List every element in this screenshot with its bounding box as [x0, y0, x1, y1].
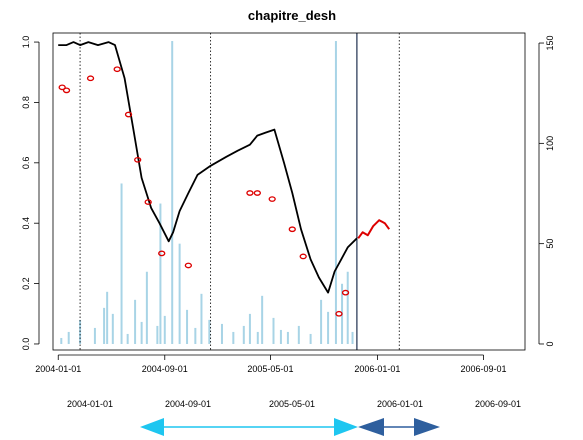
left-axis-tick-label: 0.4 — [21, 217, 31, 230]
lower-axis-tick-label: 2005-05-01 — [269, 399, 315, 409]
rain-bar — [93, 327, 96, 344]
lower-axis-tick-label: 2006-01-01 — [377, 399, 423, 409]
rain-bar — [60, 337, 63, 344]
rain-bar — [346, 271, 349, 344]
calibration-arrow-left-head — [140, 418, 164, 436]
observation-point — [184, 262, 193, 269]
rain-bar — [248, 313, 251, 344]
reference-lines — [79, 33, 400, 350]
observation-point — [134, 156, 142, 163]
observation-point — [144, 199, 152, 205]
left-axis-tick-label: 0.0 — [21, 338, 31, 351]
observation-point — [62, 87, 71, 94]
rain-bar — [186, 309, 189, 344]
lower-axis-tick-label: 2004-09-01 — [165, 399, 211, 409]
rain-bar — [279, 329, 282, 344]
rain-bar — [145, 271, 148, 344]
right-axis-tick-label: 100 — [545, 136, 555, 151]
rain-bar — [242, 325, 245, 344]
observation-point — [335, 310, 343, 317]
observation-point — [268, 196, 276, 202]
forecast-arrow-left-head — [358, 418, 384, 436]
rain-bar — [67, 331, 70, 344]
lower-axis: 2004-01-01 2004-09-01 2005-05-01 2006-01-01… — [67, 399, 521, 409]
rain-bar — [220, 323, 223, 344]
rain-bar — [134, 299, 137, 344]
rain-bar — [140, 321, 143, 344]
right-axis-tick-label: 0 — [545, 341, 555, 346]
rain-bar — [309, 333, 312, 344]
chart-title: chapitre_desh — [248, 8, 336, 23]
right-axis-tick-label: 50 — [545, 239, 555, 249]
left-axis-tick-label: 0.8 — [21, 96, 31, 109]
rain-bar — [286, 331, 289, 344]
observation-point — [341, 289, 350, 296]
rain-bar — [256, 331, 259, 344]
rain-bar — [194, 327, 197, 344]
rain-bar — [178, 243, 181, 344]
rain-bars — [60, 41, 354, 344]
rain-bar — [163, 315, 166, 344]
axes: 0.0 0.2 0.4 0.6 0.8 1.0 0 50 100 150 2004-01-01 200… — [21, 36, 555, 374]
rain-bar — [126, 333, 129, 344]
observation-point — [253, 190, 261, 196]
observation-point — [58, 84, 66, 91]
observation-point — [86, 75, 95, 82]
simulated-series-line — [58, 41, 358, 294]
plot-border — [52, 32, 526, 351]
rain-bar — [261, 295, 264, 344]
rain-bar — [156, 325, 159, 344]
observation-point — [246, 190, 254, 196]
rain-bar — [120, 183, 123, 344]
rain-bar — [106, 291, 109, 344]
observation-point — [113, 66, 121, 73]
bottom-axis-tick-label: 2005-05-01 — [247, 364, 293, 374]
rain-bar — [297, 325, 300, 344]
left-axis-tick-label: 0.6 — [21, 157, 31, 170]
rain-bar — [334, 41, 337, 344]
rain-bar — [208, 319, 211, 344]
rain-bar — [103, 307, 106, 344]
bottom-axis-tick-label: 2004-01-01 — [35, 364, 81, 374]
rain-bar — [232, 331, 235, 344]
rain-bar — [351, 331, 354, 344]
calibration-arrow-right-head — [334, 418, 358, 436]
bottom-axis-tick-label: 2004-09-01 — [142, 364, 188, 374]
lower-axis-tick-label: 2006-09-01 — [475, 399, 521, 409]
observation-point — [124, 111, 133, 118]
rain-bar — [272, 317, 275, 344]
observation-point — [288, 226, 296, 233]
rain-bar — [171, 41, 174, 344]
observation-point — [299, 253, 307, 260]
plot-frame — [52, 32, 526, 351]
rain-bar — [320, 299, 323, 344]
simulated-line — [58, 41, 358, 294]
right-axis-tick-label: 150 — [545, 36, 555, 51]
forecast-arrow-right-head — [414, 418, 440, 436]
bottom-axis-tick-label: 2006-01-01 — [354, 364, 400, 374]
rain-bar — [111, 313, 114, 344]
lower-axis-tick-label: 2004-01-01 — [67, 399, 113, 409]
bottom-axis-tick-label: 2006-09-01 — [460, 364, 506, 374]
rain-bar — [159, 203, 162, 344]
period-arrows — [140, 418, 440, 436]
left-axis-tick-label: 1.0 — [21, 36, 31, 49]
forecast-line — [357, 219, 391, 239]
rain-bar — [327, 311, 330, 344]
left-axis-tick-label: 0.2 — [21, 277, 31, 290]
forecast-series-line — [357, 219, 391, 239]
rain-bar — [200, 293, 203, 344]
observation-point — [158, 250, 166, 257]
observations — [58, 66, 350, 317]
